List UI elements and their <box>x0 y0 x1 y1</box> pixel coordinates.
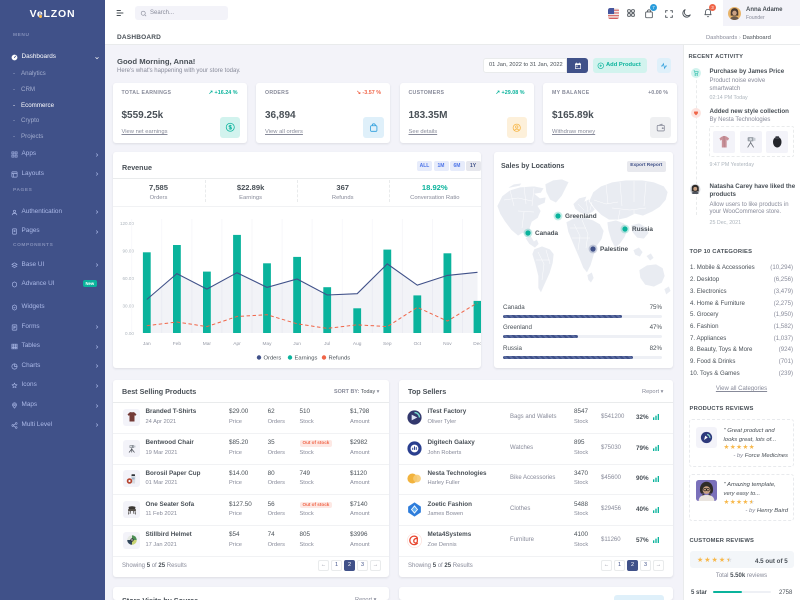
svg-text:Jul: Jul <box>324 341 330 347</box>
svg-text:May: May <box>262 341 272 347</box>
svg-text:Feb: Feb <box>172 341 181 347</box>
svg-text:Refunds: Refunds <box>328 356 350 362</box>
svg-text:120.00: 120.00 <box>119 221 133 226</box>
svg-text:Sep: Sep <box>383 341 392 347</box>
svg-text:Jan: Jan <box>142 341 150 347</box>
svg-text:Earnings: Earnings <box>294 356 317 362</box>
svg-text:Aug: Aug <box>352 341 361 347</box>
svg-text:Orders: Orders <box>263 356 281 362</box>
svg-text:Canada: Canada <box>535 230 559 237</box>
svg-text:Apr: Apr <box>233 341 241 347</box>
svg-text:Nov: Nov <box>443 341 452 347</box>
svg-text:90.00: 90.00 <box>122 248 134 253</box>
svg-text:Greenland: Greenland <box>565 213 597 220</box>
svg-text:Jun: Jun <box>293 341 301 347</box>
svg-text:Russia: Russia <box>632 226 653 233</box>
svg-text:Oct: Oct <box>413 341 421 347</box>
svg-text:Mar: Mar <box>202 341 211 347</box>
svg-text:Palestine: Palestine <box>600 246 629 253</box>
svg-text:60.00: 60.00 <box>122 276 134 281</box>
svg-text:Dec: Dec <box>473 341 481 347</box>
svg-text:30.00: 30.00 <box>122 303 134 308</box>
svg-text:0.00: 0.00 <box>125 331 134 336</box>
